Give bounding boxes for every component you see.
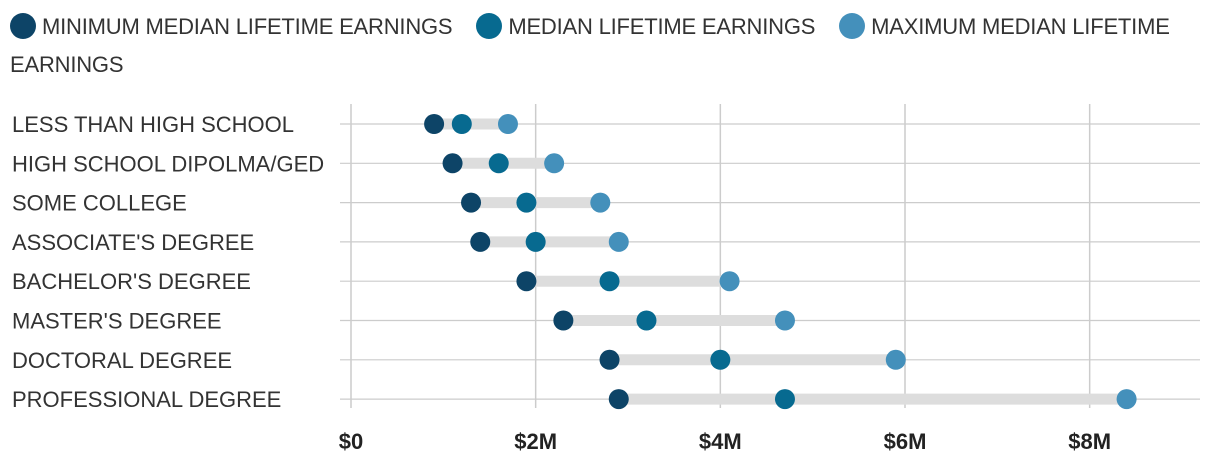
median-dot[interactable] <box>599 271 620 292</box>
median-dot[interactable] <box>636 310 657 331</box>
min-dot[interactable] <box>516 271 537 292</box>
min-dot[interactable] <box>424 114 445 134</box>
max-dot[interactable] <box>497 114 518 134</box>
max-dot[interactable] <box>608 231 629 252</box>
x-tick-label: $0 <box>339 429 363 454</box>
median-dot[interactable] <box>525 231 546 252</box>
legend-item-maximum[interactable]: MAXIMUM MEDIAN LIFETIME EARNINGS <box>10 13 1170 77</box>
min-dot[interactable] <box>608 389 629 410</box>
legend-item-median[interactable]: MEDIAN LIFETIME EARNINGS <box>476 13 816 39</box>
legend-item-minimum[interactable]: MINIMUM MEDIAN LIFETIME EARNINGS <box>10 13 453 39</box>
legend-label-maximum: MAXIMUM MEDIAN LIFETIME EARNINGS <box>10 14 1170 77</box>
min-dot[interactable] <box>461 192 482 213</box>
category-label: DOCTORAL DEGREE <box>12 348 232 373</box>
category-label: PROFESSIONAL DEGREE <box>12 387 281 412</box>
x-tick-label: $2M <box>514 429 557 454</box>
category-label: ASSOCIATE'S DEGREE <box>12 230 254 255</box>
min-dot[interactable] <box>553 310 574 331</box>
x-tick-label: $4M <box>699 429 742 454</box>
x-tick-layer: $0 $2M $4M $6M $8M <box>339 429 1111 454</box>
category-label: HIGH SCHOOL DIPOLMA/GED <box>12 151 324 176</box>
legend-swatch-minimum <box>10 13 36 39</box>
min-dot[interactable] <box>470 231 491 252</box>
category-label-layer: LESS THAN HIGH SCHOOL HIGH SCHOOL DIPOLMA… <box>12 112 324 412</box>
legend-label-minimum: MINIMUM MEDIAN LIFETIME EARNINGS <box>42 14 453 39</box>
min-dot[interactable] <box>442 153 463 174</box>
dot-layer <box>424 114 1137 410</box>
median-dot[interactable] <box>451 114 472 134</box>
median-dot[interactable] <box>710 349 731 370</box>
category-label: LESS THAN HIGH SCHOOL <box>12 112 294 137</box>
legend-swatch-maximum <box>839 13 866 39</box>
max-dot[interactable] <box>719 271 740 292</box>
median-dot[interactable] <box>774 389 795 410</box>
max-dot[interactable] <box>544 153 565 174</box>
min-dot[interactable] <box>599 349 620 370</box>
category-label: SOME COLLEGE <box>12 191 187 216</box>
max-dot[interactable] <box>1116 389 1137 410</box>
max-dot[interactable] <box>774 310 795 331</box>
x-tick-label: $8M <box>1068 429 1111 454</box>
max-dot[interactable] <box>885 349 906 370</box>
x-tick-label: $6M <box>884 429 927 454</box>
median-dot[interactable] <box>516 192 537 213</box>
category-label: BACHELOR'S DEGREE <box>12 269 251 294</box>
chart-legend: MINIMUM MEDIAN LIFETIME EARNINGS MEDIAN … <box>10 8 1200 84</box>
range-bar-layer <box>434 118 1127 405</box>
legend-label-median: MEDIAN LIFETIME EARNINGS <box>508 14 816 39</box>
category-label: MASTER'S DEGREE <box>12 309 222 334</box>
legend-swatch-median <box>476 13 503 39</box>
median-dot[interactable] <box>488 153 509 174</box>
max-dot[interactable] <box>590 192 611 213</box>
